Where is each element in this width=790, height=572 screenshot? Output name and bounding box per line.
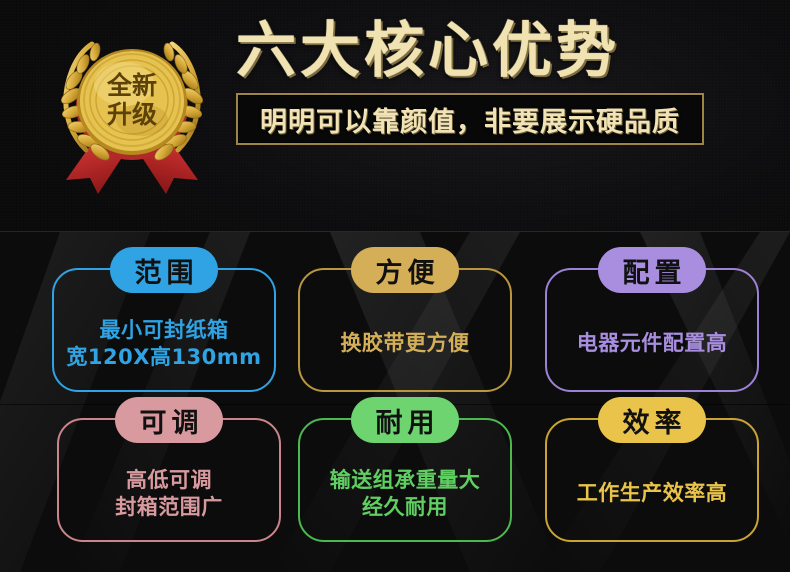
feature-text-line: 封箱范围广 bbox=[115, 495, 223, 519]
feature-card-configuration-body: 电器元件配置高 bbox=[547, 304, 757, 384]
new-upgrade-medal: 全新 升级 bbox=[46, 22, 218, 194]
feature-card-durable[interactable]: 耐用 输送组承重量大 经久耐用 bbox=[298, 397, 512, 542]
feature-card-range-body: 最小可封纸箱 宽120X高130mm bbox=[54, 304, 274, 384]
medal-text-line2: 升级 bbox=[107, 100, 157, 129]
title-block: 六大核心优势 明明可以靠颜值，非要展示硬品质 bbox=[236, 20, 756, 145]
feature-card-range-label: 范围 bbox=[110, 247, 218, 293]
feature-card-efficiency[interactable]: 效率 工作生产效率高 bbox=[545, 397, 759, 542]
feature-card-durable-label: 耐用 bbox=[351, 397, 459, 443]
feature-text-line: 工作生产效率高 bbox=[576, 481, 728, 506]
subtitle-box: 明明可以靠颜值，非要展示硬品质 bbox=[236, 93, 704, 145]
feature-card-adjustable-body: 高低可调 封箱范围广 bbox=[59, 454, 279, 534]
feature-text-line: 高低可调 bbox=[126, 467, 212, 492]
feature-card-range[interactable]: 范围 最小可封纸箱 宽120X高130mm bbox=[52, 247, 276, 392]
header-section: 全新 升级 六大核心优势 明明可以靠颜值，非要展示硬品质 bbox=[0, 0, 790, 232]
features-section: 范围 最小可封纸箱 宽120X高130mm 方便 换胶带更方便 配置 电器元件配… bbox=[0, 232, 790, 572]
feature-card-durable-body: 输送组承重量大 经久耐用 bbox=[300, 454, 510, 534]
feature-card-efficiency-label: 效率 bbox=[598, 397, 706, 443]
feature-text-line: 电器元件配置高 bbox=[576, 331, 728, 356]
feature-card-convenient-body: 换胶带更方便 bbox=[300, 304, 510, 384]
medal-text-line1: 全新 bbox=[106, 71, 157, 100]
feature-text-line: 输送组承重量大 bbox=[329, 467, 481, 492]
feature-card-adjustable-label: 可调 bbox=[115, 397, 223, 443]
feature-text-line: 宽120X高130mm bbox=[66, 345, 262, 369]
feature-card-convenient[interactable]: 方便 换胶带更方便 bbox=[298, 247, 512, 392]
feature-card-configuration[interactable]: 配置 电器元件配置高 bbox=[545, 247, 759, 392]
feature-card-configuration-label: 配置 bbox=[598, 247, 706, 293]
feature-text-line: 经久耐用 bbox=[362, 495, 448, 519]
header-divider bbox=[0, 231, 790, 232]
feature-text-line: 最小可封纸箱 bbox=[99, 317, 229, 342]
feature-text-line: 换胶带更方便 bbox=[340, 331, 470, 356]
page-subtitle: 明明可以靠颜值，非要展示硬品质 bbox=[260, 106, 680, 138]
feature-card-adjustable[interactable]: 可调 高低可调 封箱范围广 bbox=[57, 397, 281, 542]
feature-card-convenient-label: 方便 bbox=[351, 247, 459, 293]
page-title: 六大核心优势 bbox=[236, 16, 620, 86]
feature-card-efficiency-body: 工作生产效率高 bbox=[547, 454, 757, 534]
